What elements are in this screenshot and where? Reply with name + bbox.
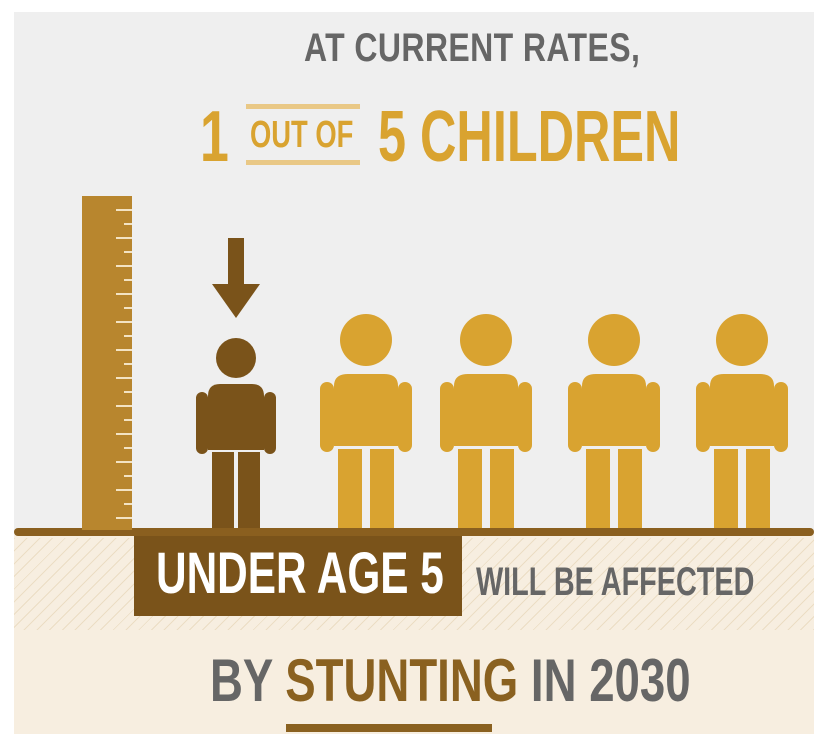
child-icon	[696, 314, 788, 528]
headline-one: 1	[200, 96, 229, 178]
footer-by: BY	[210, 647, 273, 714]
under-age-label: UNDER AGE 5	[156, 540, 444, 607]
ruler-icon	[82, 196, 132, 530]
will-be-affected-text: WILL BE AFFECTED	[476, 560, 754, 605]
stunting-underline	[286, 724, 492, 732]
down-arrow-icon	[212, 238, 260, 320]
footer-stunting: STUNTING	[285, 647, 518, 714]
headline-out-of: OUT OF	[250, 114, 353, 157]
footer-in-year: IN 2030	[531, 647, 691, 714]
headline-line1: AT CURRENT RATES,	[304, 26, 640, 71]
headline-five-children: 5 CHILDREN	[378, 96, 680, 178]
out-of-bottom-bar	[246, 160, 360, 165]
footer-line: BY STUNTING IN 2030	[210, 646, 691, 715]
ground-line	[14, 528, 814, 536]
infographic: AT CURRENT RATES, 1 OUT OF 5 CHILDREN	[14, 12, 814, 734]
stunted-child-icon	[194, 338, 278, 528]
child-icon	[568, 314, 660, 528]
out-of-top-bar	[246, 104, 360, 109]
child-icon	[440, 314, 532, 528]
child-icon	[320, 314, 412, 528]
